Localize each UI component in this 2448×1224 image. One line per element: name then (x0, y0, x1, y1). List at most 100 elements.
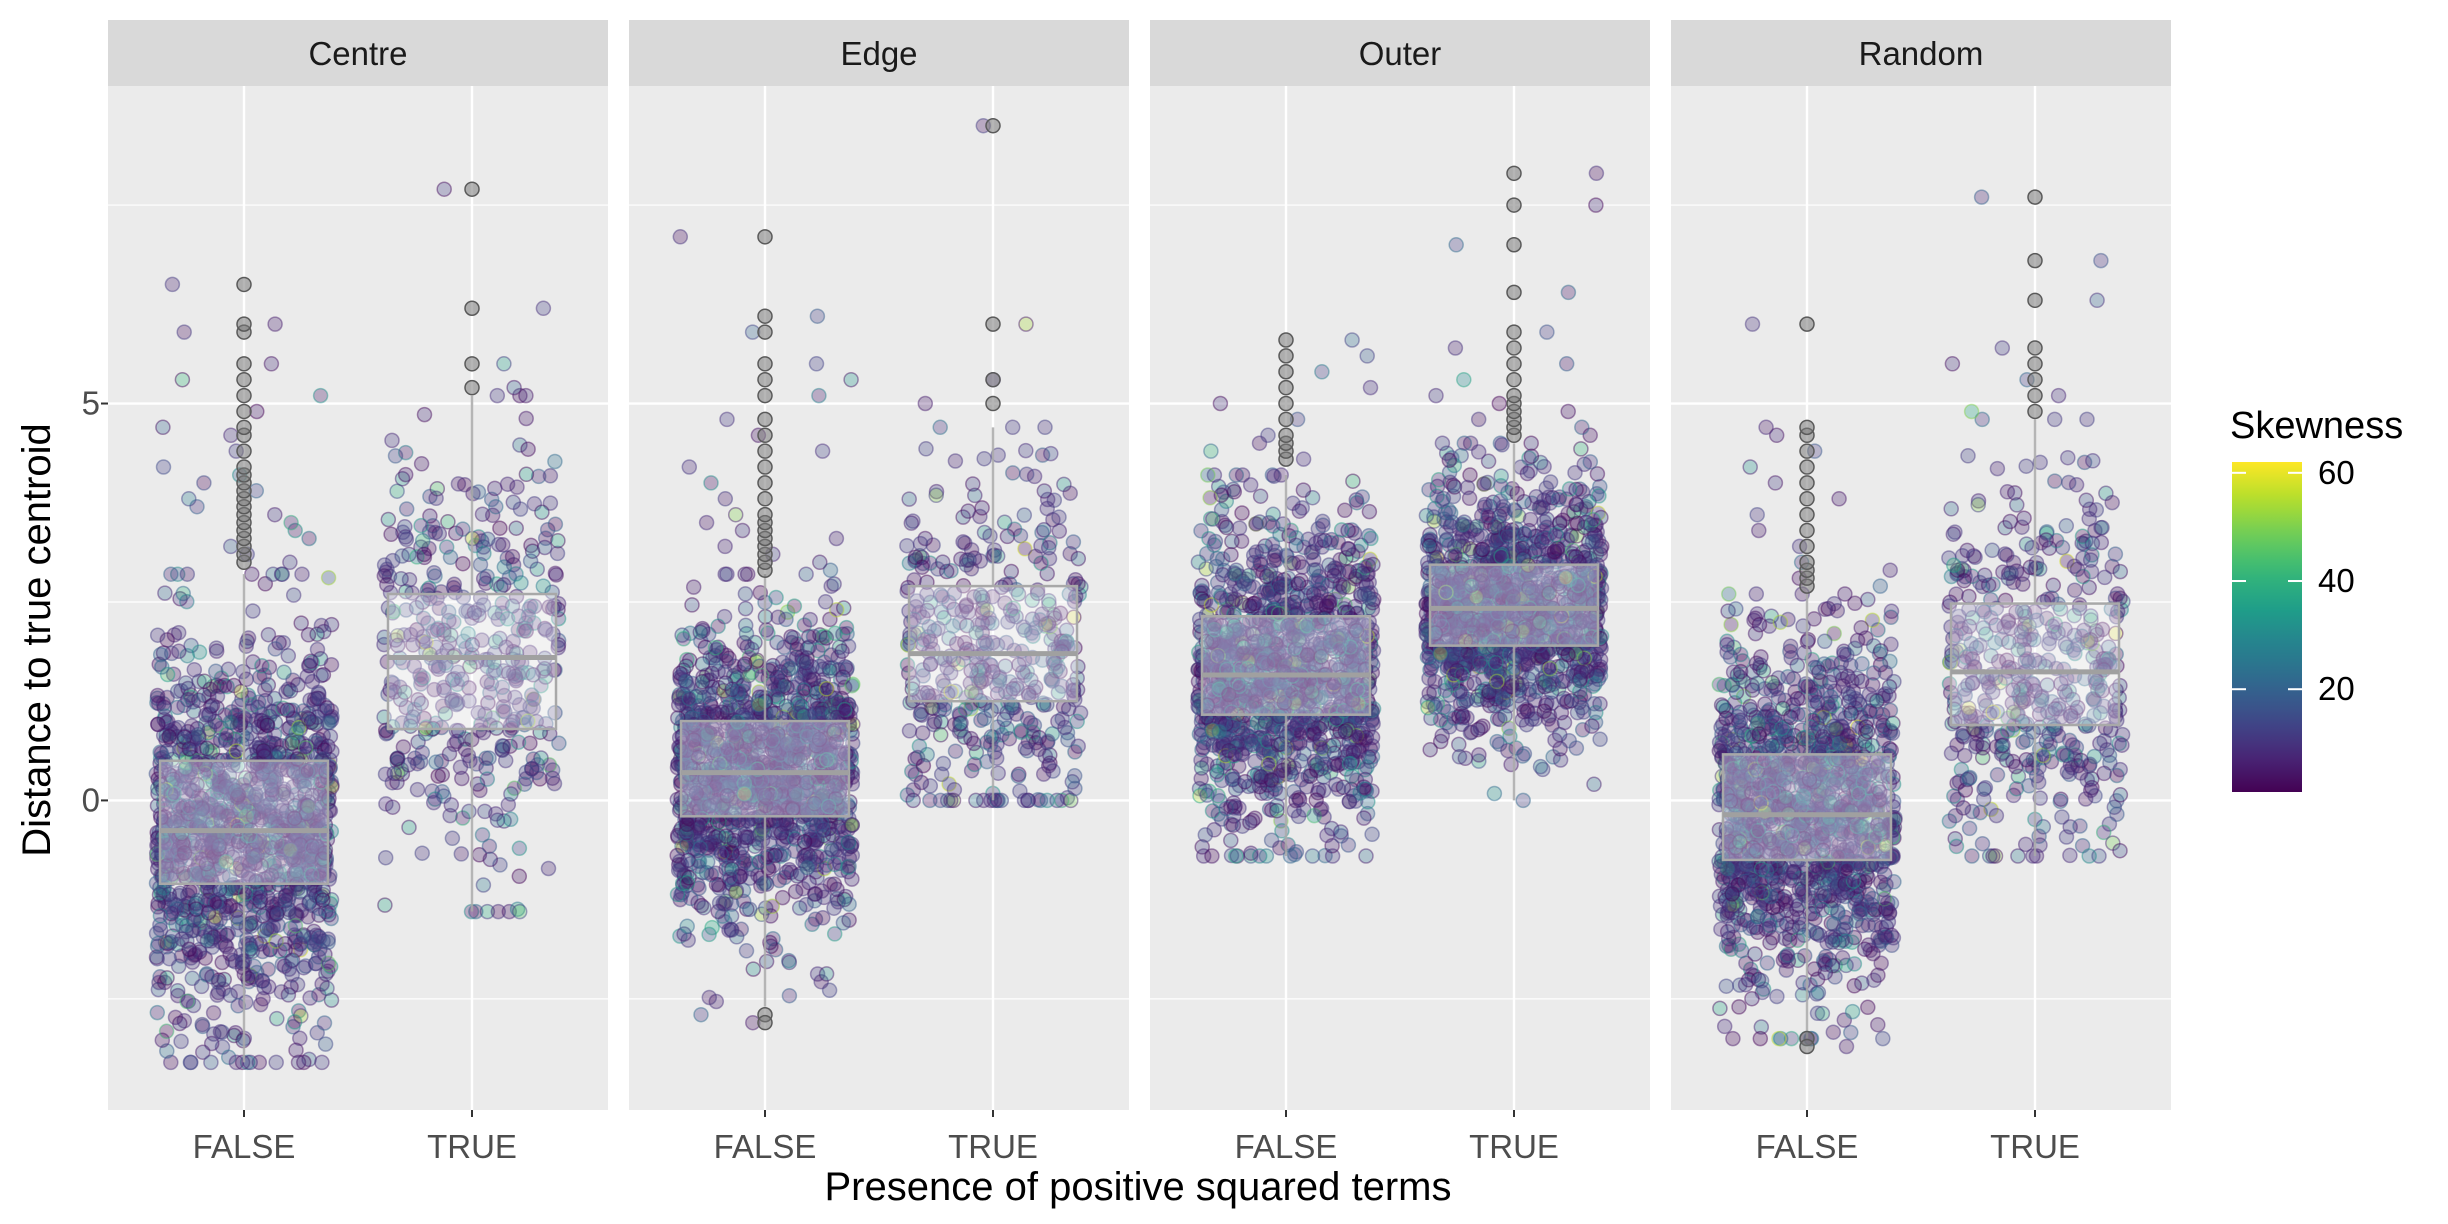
data-point (738, 625, 755, 642)
data-point (759, 850, 775, 866)
data-point (290, 677, 306, 693)
data-point (1062, 485, 1078, 501)
data-point (242, 940, 259, 957)
data-point (680, 852, 696, 868)
data-point (1018, 442, 1034, 459)
data-point (301, 530, 317, 547)
data-point (506, 379, 522, 396)
data-point (289, 976, 306, 993)
data-point (1069, 713, 1085, 730)
data-point (547, 516, 564, 532)
data-point (397, 444, 414, 461)
data-point (237, 885, 254, 902)
data-point (511, 868, 528, 885)
data-point (1040, 733, 1056, 749)
data-point (183, 637, 199, 654)
data-point (996, 711, 1013, 728)
data-point (198, 715, 214, 732)
data-point (323, 710, 339, 726)
data-point (1252, 488, 1269, 504)
data-point (158, 1023, 175, 1040)
outlier-point (985, 371, 1001, 388)
data-point (1275, 762, 1292, 778)
outlier-point (757, 443, 773, 459)
data-point (183, 867, 199, 883)
data-point (191, 920, 207, 937)
data-point (426, 564, 442, 581)
data-point (218, 905, 235, 921)
data-point (914, 725, 931, 741)
data-point (306, 937, 322, 953)
data-point (778, 698, 795, 714)
data-point (317, 903, 334, 920)
data-point (254, 706, 271, 723)
panel-strip-label: Edge (840, 35, 917, 72)
data-point (947, 453, 964, 469)
data-point (905, 782, 922, 798)
data-point (159, 939, 175, 955)
data-point (520, 441, 536, 457)
data-point (816, 654, 833, 671)
data-point (313, 739, 329, 756)
data-point (163, 732, 179, 748)
data-point (283, 514, 299, 531)
data-point (323, 616, 340, 633)
data-point (181, 811, 198, 827)
data-point (173, 682, 189, 699)
outlier-point (464, 379, 480, 396)
data-point (727, 506, 744, 523)
data-point (716, 896, 733, 912)
data-point (169, 566, 186, 582)
data-point (413, 517, 429, 534)
data-point (185, 812, 201, 829)
data-point (283, 850, 299, 866)
data-point (504, 548, 521, 565)
outlier-point (757, 427, 773, 444)
outlier-point (236, 356, 252, 372)
data-point (967, 487, 983, 504)
data-point (513, 575, 529, 591)
data-point (976, 450, 992, 467)
data-point (265, 919, 281, 935)
data-point (172, 834, 188, 850)
data-point (1070, 550, 1087, 567)
data-point (163, 566, 179, 582)
data-point (547, 565, 564, 582)
data-point (250, 694, 267, 710)
data-point (313, 617, 330, 634)
data-point (912, 535, 929, 552)
data-point (841, 858, 857, 875)
data-point (918, 441, 934, 457)
data-point (254, 658, 270, 674)
data-point (237, 711, 254, 728)
data-point (503, 786, 519, 802)
data-point (152, 907, 169, 924)
data-point (738, 943, 755, 959)
data-point (161, 935, 178, 951)
data-point (209, 987, 226, 1003)
data-point (1361, 503, 1378, 520)
data-point (482, 851, 499, 868)
data-point (692, 840, 708, 856)
data-point (203, 933, 219, 949)
data-point (205, 1005, 222, 1021)
data-point (255, 908, 271, 924)
data-point (966, 756, 983, 773)
data-point (802, 611, 818, 628)
data-point (927, 713, 943, 730)
data-point (719, 411, 735, 428)
data-point (230, 712, 247, 728)
data-point (906, 572, 922, 588)
data-point (242, 844, 259, 860)
outlier-point (464, 300, 480, 317)
data-point (321, 714, 338, 731)
data-point (707, 640, 724, 656)
data-point (534, 504, 550, 520)
data-point (199, 740, 215, 757)
data-point (152, 921, 169, 938)
data-point (413, 456, 430, 472)
data-point (770, 609, 786, 625)
data-point (1293, 753, 1309, 769)
data-point (817, 594, 834, 610)
